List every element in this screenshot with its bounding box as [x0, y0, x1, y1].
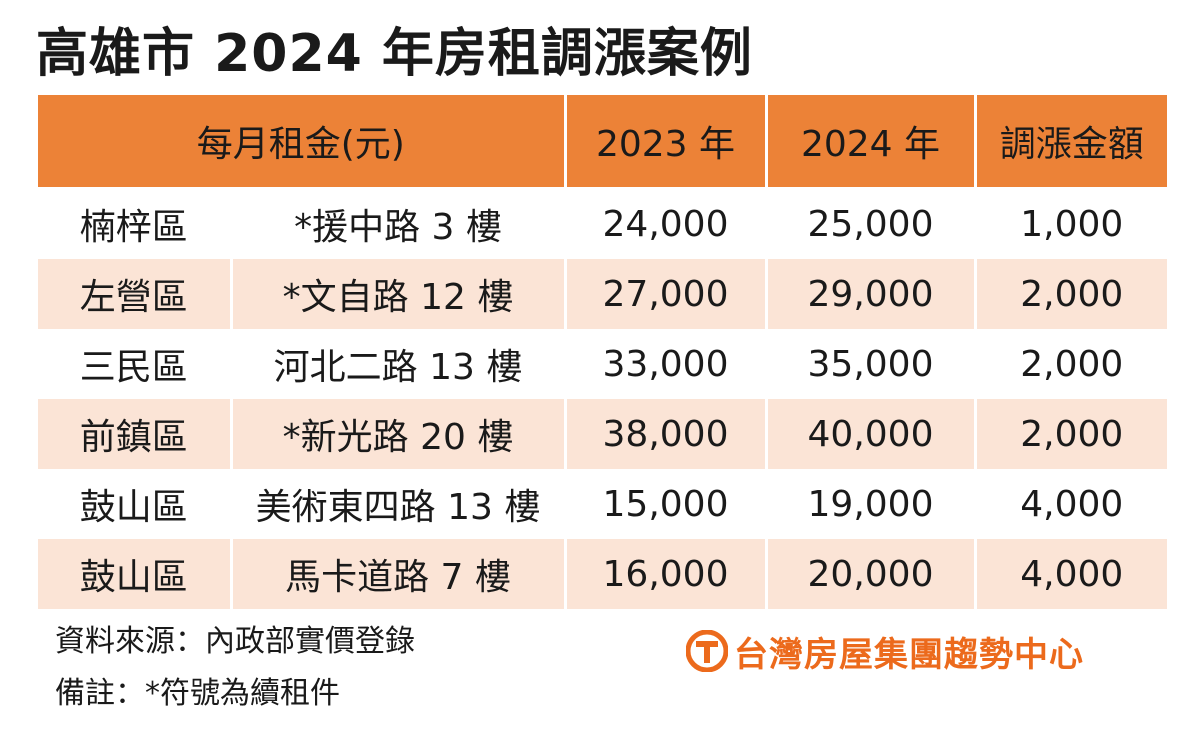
table-header-row: 每月租金(元) 2023 年 2024 年 調漲金額 — [38, 95, 1167, 187]
cell-address: 美術東四路 13 樓 — [229, 469, 565, 539]
header-monthly-rent: 每月租金(元) — [38, 95, 565, 187]
cell-district: 楠梓區 — [79, 207, 188, 248]
cell-increase: 2,000 — [973, 329, 1167, 399]
table-row: 楠梓區 *援中路 3 樓 24,000 25,000 1,000 — [38, 189, 1167, 259]
cell-district: 前鎮區 — [38, 399, 231, 469]
taiwan-realty-logo-icon — [686, 630, 728, 672]
cell-district: 三民區 — [79, 347, 188, 388]
cell-rent-2024: 19,000 — [764, 469, 975, 539]
cell-increase: 1,000 — [973, 189, 1167, 259]
rent-table: 每月租金(元) 2023 年 2024 年 調漲金額 楠梓區 *援中路 3 樓 … — [38, 95, 1167, 609]
cell-rent-2023: 15,000 — [563, 469, 766, 539]
source-note: 資料來源：內政部實價登錄 — [55, 624, 415, 659]
table-row: 左營區 *文自路 12 樓 27,000 29,000 2,000 — [38, 259, 1167, 329]
cell-address: 河北二路 13 樓 — [229, 329, 565, 399]
header-increase: 調漲金額 — [973, 95, 1167, 187]
page-title: 高雄市 2024 年房租調漲案例 — [36, 24, 753, 84]
cell-rent-2023: 33,000 — [563, 329, 766, 399]
cell-increase: 2,000 — [973, 259, 1167, 329]
header-2024: 2024 年 — [764, 95, 975, 187]
cell-address: *新光路 20 樓 — [229, 399, 565, 469]
cell-rent-2023: 27,000 — [563, 259, 766, 329]
brand-name: 台灣房屋集團趨勢中心 — [734, 634, 1084, 675]
remark-note: 備註：*符號為續租件 — [55, 676, 340, 711]
table-row: 鼓山區 美術東四路 13 樓 15,000 19,000 4,000 — [38, 469, 1167, 539]
table-row: 鼓山區 馬卡道路 7 樓 16,000 20,000 4,000 — [38, 539, 1167, 609]
cell-rent-2023: 38,000 — [563, 399, 766, 469]
cell-district: 鼓山區 — [79, 487, 188, 528]
cell-address: *文自路 12 樓 — [229, 259, 565, 329]
cell-increase: 4,000 — [973, 539, 1167, 609]
cell-district: 鼓山區 — [38, 539, 231, 609]
table-row: 前鎮區 *新光路 20 樓 38,000 40,000 2,000 — [38, 399, 1167, 469]
brand-logo: 台灣房屋集團趨勢中心 — [686, 628, 1084, 675]
cell-increase: 2,000 — [973, 399, 1167, 469]
table-row: 三民區 河北二路 13 樓 33,000 35,000 2,000 — [38, 329, 1167, 399]
cell-rent-2023: 24,000 — [563, 189, 766, 259]
cell-rent-2024: 40,000 — [764, 399, 975, 469]
cell-rent-2024: 35,000 — [764, 329, 975, 399]
cell-rent-2024: 25,000 — [764, 189, 975, 259]
cell-rent-2023: 16,000 — [563, 539, 766, 609]
cell-increase: 4,000 — [973, 469, 1167, 539]
cell-address: 馬卡道路 7 樓 — [229, 539, 565, 609]
cell-district: 左營區 — [38, 259, 231, 329]
row-divider — [38, 187, 1167, 189]
header-2023: 2023 年 — [563, 95, 766, 187]
cell-address: *援中路 3 樓 — [229, 189, 565, 259]
cell-rent-2024: 20,000 — [764, 539, 975, 609]
cell-rent-2024: 29,000 — [764, 259, 975, 329]
